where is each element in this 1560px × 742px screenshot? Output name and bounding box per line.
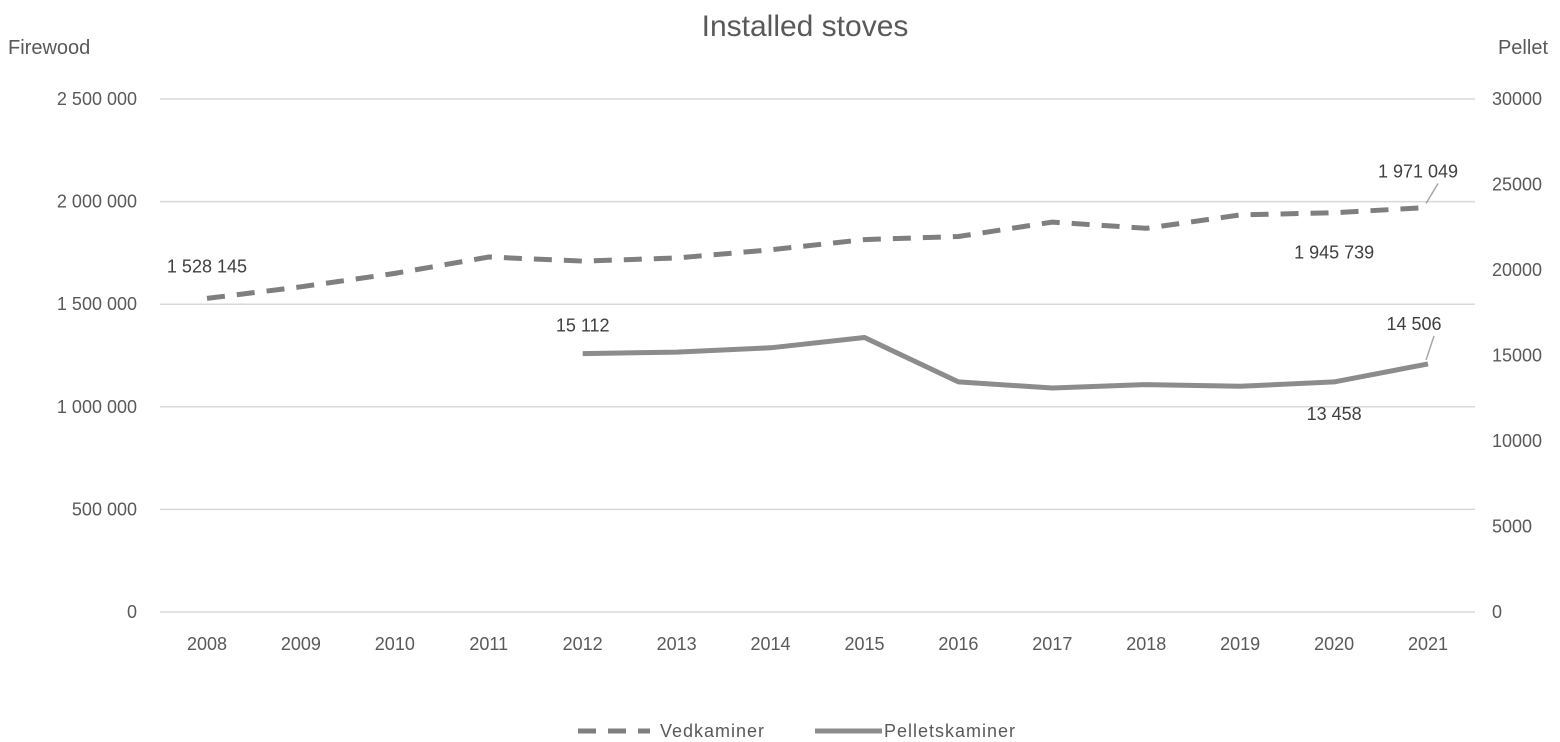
data-label: 15 112 bbox=[556, 316, 610, 336]
x-tick-label: 2014 bbox=[751, 634, 791, 654]
data-label: 13 458 bbox=[1307, 404, 1362, 424]
series-line-pelletskaminer bbox=[582, 335, 1429, 391]
legend: Vedkaminer Pelletskaminer bbox=[578, 721, 1016, 741]
series-lines bbox=[206, 205, 1429, 391]
x-tick-label: 2015 bbox=[844, 634, 884, 654]
data-label-leader bbox=[1425, 183, 1439, 204]
x-tick-label: 2013 bbox=[657, 634, 697, 654]
y-left-axis-title: Firewood bbox=[8, 37, 90, 59]
y-left-tick-label: 0 bbox=[127, 602, 137, 622]
series-line-vedkaminer bbox=[206, 205, 1429, 301]
x-tick-label: 2018 bbox=[1126, 634, 1166, 654]
y-right-tick-labels: 0 5000 10000 15000 20000 25000 30000 bbox=[1492, 89, 1542, 622]
legend-label: Vedkaminer bbox=[660, 721, 765, 741]
y-right-axis-title: Pellet bbox=[1498, 37, 1548, 59]
data-label-leader bbox=[1425, 335, 1435, 361]
y-left-tick-label: 1 500 000 bbox=[57, 294, 137, 314]
y-left-tick-label: 500 000 bbox=[72, 499, 137, 519]
x-tick-label: 2010 bbox=[375, 634, 415, 654]
data-labels: 1 528 145 1 945 739 1 971 049 15 112 13 458 1… bbox=[167, 162, 1458, 424]
data-label: 1 528 145 bbox=[167, 256, 247, 276]
x-tick-label: 2021 bbox=[1408, 634, 1448, 654]
y-right-tick-label: 20000 bbox=[1492, 260, 1542, 280]
x-tick-label: 2009 bbox=[281, 634, 321, 654]
y-left-tick-label: 2 500 000 bbox=[57, 89, 137, 109]
x-tick-labels: 2008 2009 2010 2011 2012 2013 2014 2015 2016 2017… bbox=[187, 634, 1448, 654]
y-right-tick-label: 10000 bbox=[1492, 431, 1542, 451]
y-right-tick-label: 0 bbox=[1492, 602, 1502, 622]
y-left-tick-label: 2 000 000 bbox=[57, 192, 137, 212]
data-label: 1 945 739 bbox=[1294, 243, 1374, 263]
data-label: 14 506 bbox=[1387, 314, 1442, 334]
y-right-tick-label: 15000 bbox=[1492, 346, 1542, 366]
legend-label: Pelletskaminer bbox=[884, 721, 1016, 741]
y-right-tick-label: 5000 bbox=[1492, 517, 1532, 537]
y-right-tick-label: 25000 bbox=[1492, 175, 1542, 195]
data-label: 1 971 049 bbox=[1378, 162, 1458, 182]
x-tick-label: 2012 bbox=[563, 634, 603, 654]
chart-title: Installed stoves bbox=[702, 10, 909, 43]
x-tick-label: 2011 bbox=[469, 634, 508, 654]
y-right-tick-label: 30000 bbox=[1492, 89, 1542, 109]
x-tick-label: 2016 bbox=[938, 634, 978, 654]
y-left-tick-label: 1 000 000 bbox=[57, 397, 137, 417]
x-tick-label: 2020 bbox=[1314, 634, 1354, 654]
x-tick-label: 2017 bbox=[1032, 634, 1072, 654]
gridlines bbox=[160, 98, 1475, 613]
x-tick-label: 2008 bbox=[187, 634, 227, 654]
x-tick-label: 2019 bbox=[1220, 634, 1260, 654]
y-left-tick-labels: 0 500 000 1 000 000 1 500 000 2 000 000 2 500… bbox=[57, 89, 137, 622]
